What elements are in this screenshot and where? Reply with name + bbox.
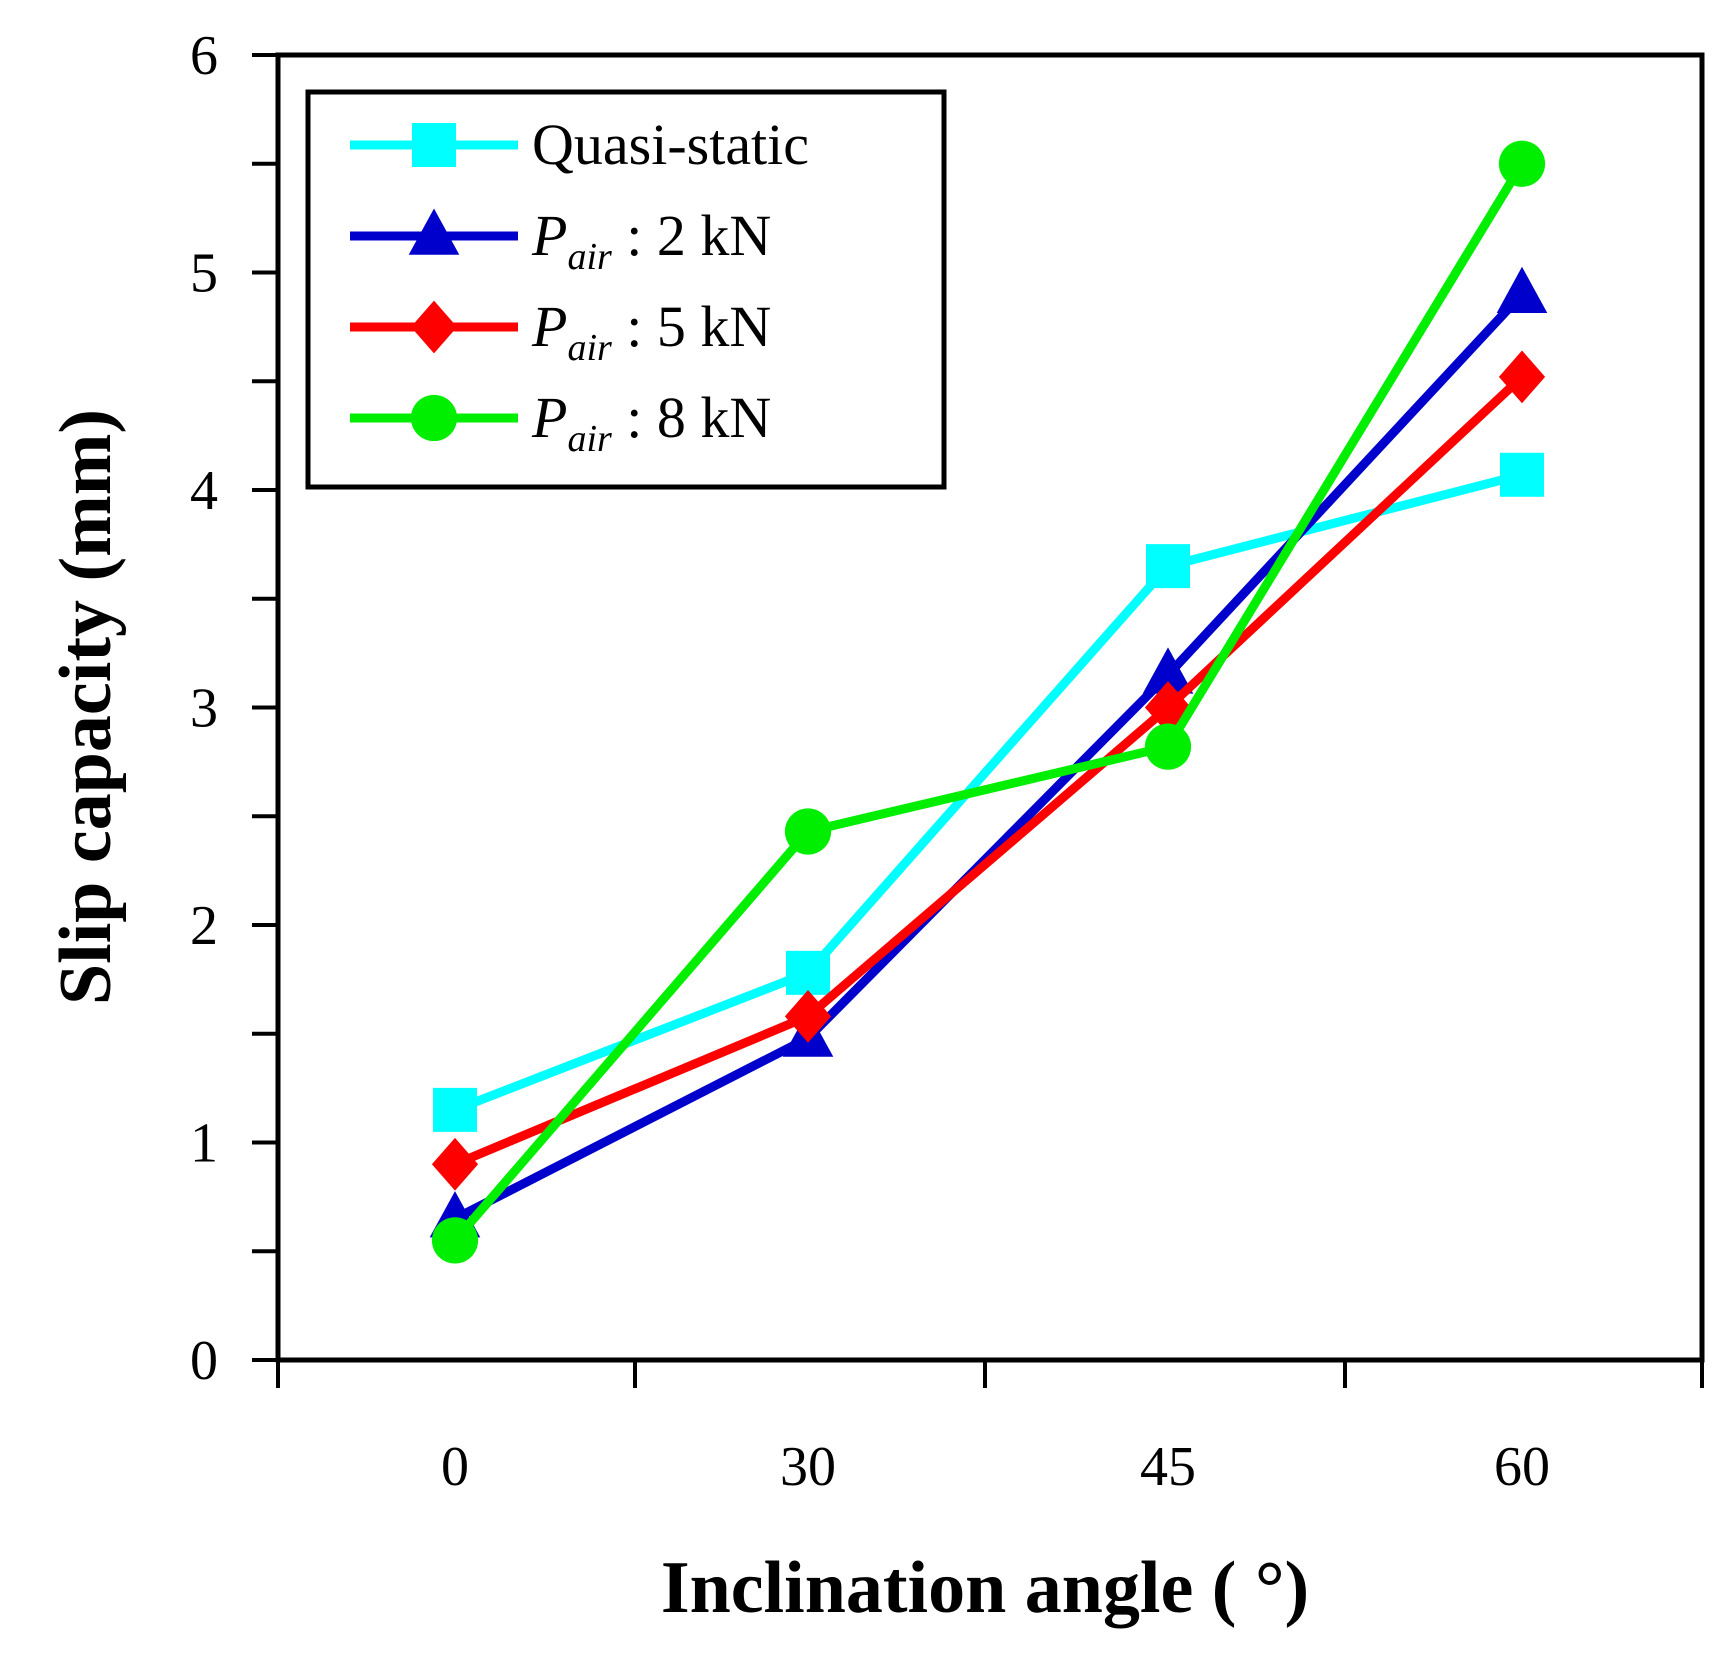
y-tick-label: 5 [190,243,218,305]
y-tick-label: 3 [190,678,218,740]
data-point-circle [784,808,832,855]
series-line [451,161,1526,1244]
data-point-square [786,950,830,995]
y-tick-label: 4 [190,460,218,522]
x-tick-label: 45 [1140,1436,1196,1498]
data-point-square [1146,544,1190,589]
y-tick-label: 0 [190,1330,218,1392]
legend-label: Pair : 5 kN [531,294,771,369]
legend-marker-square [412,123,456,167]
y-axis-title: Slip capacity (mm) [45,409,127,1005]
legend-label: Pair : 2 kN [531,203,771,278]
data-point-square [1500,452,1544,497]
data-point-circle [1144,723,1192,770]
x-tick-label: 30 [780,1436,836,1498]
x-axis-title: Inclination angle ( °) [661,1547,1309,1629]
legend-entry: Pair : 8 kN [350,385,771,460]
legend-entry: Pair : 5 kN [350,294,771,369]
x-tick-label: 0 [441,1436,469,1498]
data-point-circle [1498,140,1546,187]
series-layer [429,140,1548,1264]
legend-marker-diamond [410,300,458,354]
series-line [453,373,1526,1169]
series-4 [431,140,1546,1264]
data-point-triangle [1142,647,1194,694]
y-tick-label: 1 [190,1113,218,1175]
legend-entry: Pair : 2 kN [350,203,771,278]
y-tick-label: 2 [190,895,218,957]
data-point-square [433,1087,477,1132]
legend-marker-circle [410,394,458,442]
data-point-circle [431,1217,479,1264]
data-point-diamond [431,1137,479,1191]
series-3 [431,350,1546,1191]
x-tick-label: 60 [1494,1436,1550,1498]
legend-marker-triangle [408,208,460,255]
y-tick-label: 6 [190,25,218,87]
data-point-triangle [1496,266,1548,313]
legend-entry: Quasi-static [350,112,809,177]
legend-label: Quasi-static [532,112,809,177]
data-point-diamond [1498,350,1546,404]
legend: Quasi-static Pair : 2 kN Pair : 5 kN Pair :… [305,89,947,490]
data-point-diamond [784,989,832,1043]
data-point-diamond [1144,681,1192,734]
legend-label: Pair : 8 kN [531,385,771,460]
